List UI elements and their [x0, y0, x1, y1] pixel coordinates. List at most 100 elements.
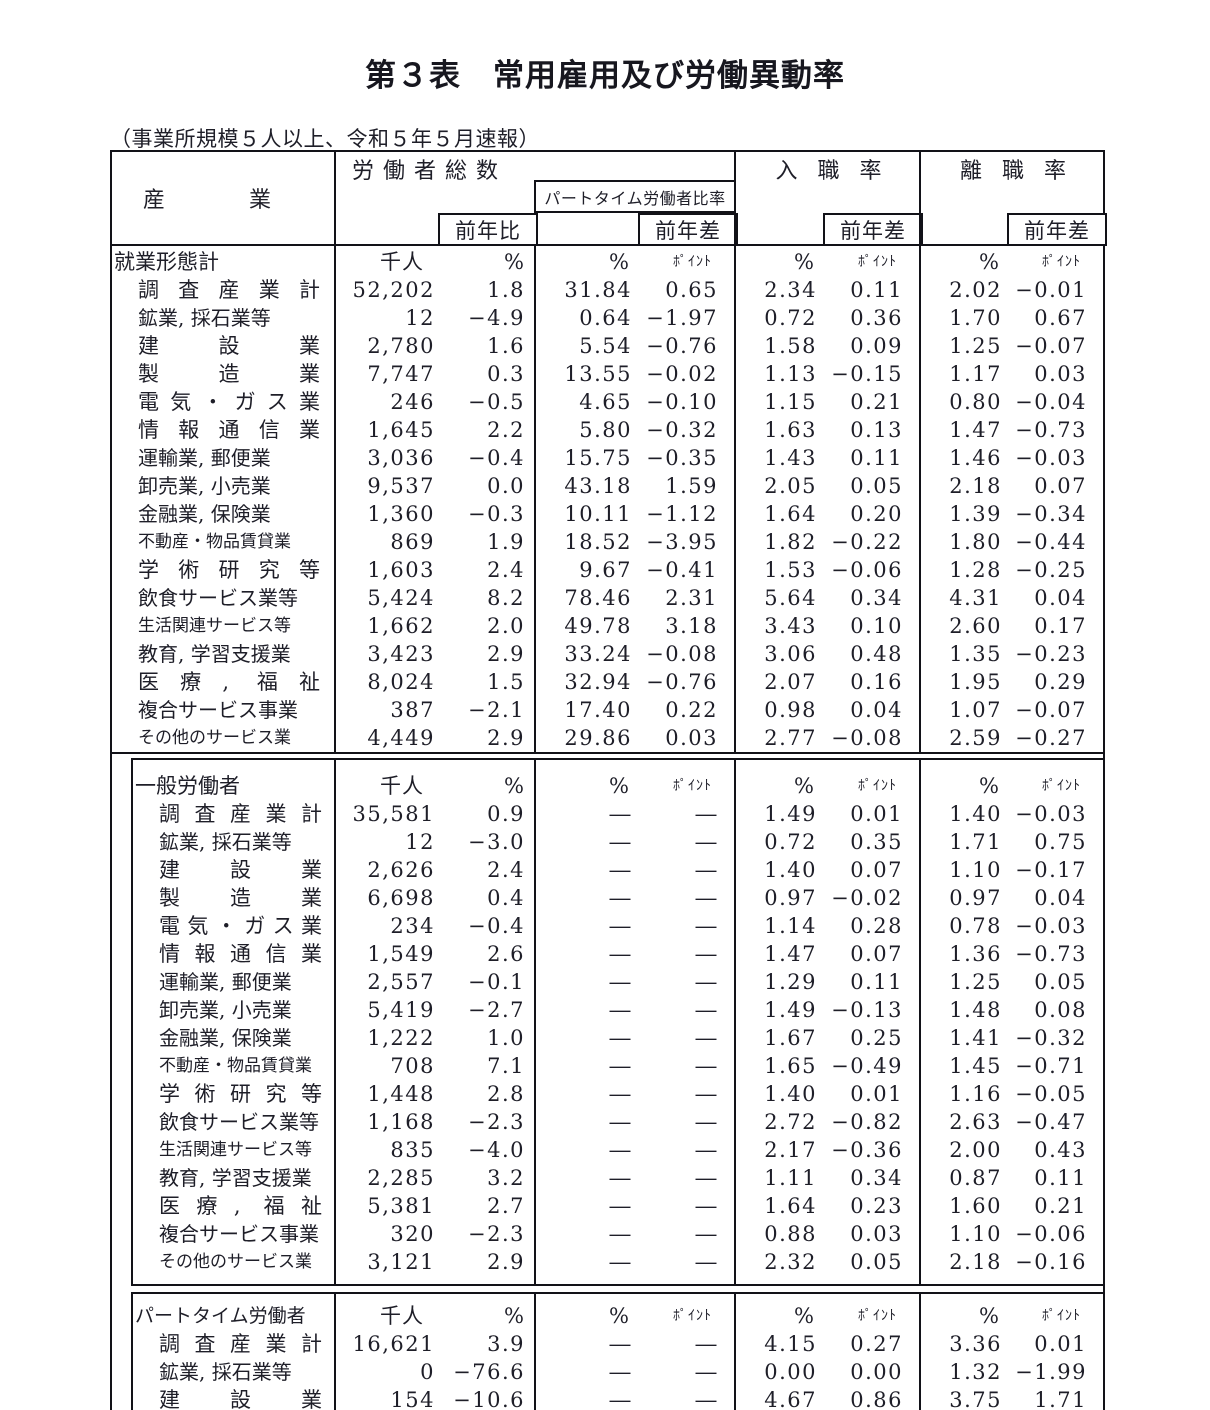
cell-separation-rate: 1.32: [949, 1360, 1002, 1384]
cell-parttime-ratio-diff: ―: [695, 858, 718, 882]
table-vline: [919, 760, 921, 1284]
cell-accession-rate: 2.77: [764, 726, 817, 750]
cell-parttime-ratio-diff: ―: [695, 1026, 718, 1050]
cell-separation-rate: 1.47: [949, 418, 1002, 442]
cell-accession-rate: 5.64: [764, 586, 817, 610]
cell-separation-rate-diff: 0.08: [1034, 998, 1087, 1022]
cell-separation-rate: 1.71: [949, 830, 1002, 854]
cell-separation-rate: 1.25: [949, 334, 1002, 358]
cell-accession-rate-diff: 0.01: [850, 1082, 903, 1106]
table-row: 複合サービス事業 320 −2.3 ― ― 0.88 0.03 1.10 −0.…: [133, 1220, 1103, 1248]
cell-accession-rate: 1.67: [764, 1026, 817, 1050]
cell-separation-rate-diff: −0.07: [1015, 698, 1087, 722]
cell-parttime-ratio-diff: 0.65: [665, 278, 718, 302]
industry-label: 製造業: [159, 886, 322, 910]
column-header-separation-rate: 離職率: [959, 159, 1086, 184]
cell-total-workers: 2,557: [367, 970, 435, 994]
table-row: 不動産・物品賃貸業 708 7.1 ― ― 1.65 −0.49 1.45 −0…: [133, 1052, 1103, 1080]
cell-total-workers: 234: [390, 914, 435, 938]
industry-label: 電気・ガス業: [138, 390, 320, 414]
industry-label: 生活関連サービス等: [159, 1140, 312, 1160]
cell-accession-rate-diff: 0.05: [850, 474, 903, 498]
cell-parttime-ratio: 0.64: [579, 306, 632, 330]
cell-parttime-ratio: 5.80: [579, 418, 632, 442]
cell-parttime-ratio-diff: ―: [695, 1082, 718, 1106]
section-title: パートタイム労働者: [135, 1305, 306, 1327]
cell-total-workers: 16,621: [352, 1332, 435, 1356]
cell-total-workers-yoy: 1.0: [487, 1026, 525, 1050]
table-vline: [334, 150, 336, 246]
cell-parttime-ratio: ―: [609, 942, 632, 966]
cell-parttime-ratio: ―: [609, 1166, 632, 1190]
industry-label: 卸売業, 小売業: [159, 998, 292, 1022]
unit-label: 千人: [380, 250, 424, 274]
cell-total-workers-yoy: 1.5: [487, 670, 525, 694]
cell-total-workers-yoy: 2.7: [487, 1194, 525, 1218]
cell-total-workers: 1,645: [367, 418, 435, 442]
cell-separation-rate: 0.80: [949, 390, 1002, 414]
industry-label: 学術研究等: [138, 558, 320, 582]
cell-parttime-ratio: 15.75: [564, 446, 632, 470]
cell-accession-rate: 1.82: [764, 530, 817, 554]
table-row: 卸売業, 小売業 9,537 0.0 43.18 1.59 2.05 0.05 …: [112, 472, 1103, 500]
cell-total-workers-yoy: 0.0: [487, 474, 525, 498]
cell-accession-rate: 1.43: [764, 446, 817, 470]
cell-parttime-ratio-diff: ―: [695, 1360, 718, 1384]
cell-total-workers: 12: [405, 830, 435, 854]
unit-label: %: [794, 250, 815, 274]
cell-accession-rate-diff: −0.02: [831, 886, 903, 910]
table-row: 建設業 2,626 2.4 ― ― 1.40 0.07 1.10 −0.17: [133, 856, 1103, 884]
cell-total-workers: 2,285: [367, 1166, 435, 1190]
cell-total-workers-yoy: −2.3: [468, 1222, 525, 1246]
industry-label: 電気・ガス業: [159, 914, 322, 938]
cell-total-workers-yoy: 2.4: [487, 858, 525, 882]
cell-parttime-ratio-diff: −0.32: [646, 418, 718, 442]
cell-accession-rate-diff: −0.22: [831, 530, 903, 554]
section-box-general-workers: [131, 758, 1105, 1286]
cell-separation-rate-diff: −0.03: [1015, 802, 1087, 826]
table-row: 金融業, 保険業 1,360 −0.3 10.11 −1.12 1.64 0.2…: [112, 500, 1103, 528]
table-vline: [734, 150, 736, 246]
cell-parttime-ratio-diff: ―: [695, 942, 718, 966]
cell-total-workers: 2,780: [367, 334, 435, 358]
cell-total-workers: 7,747: [367, 362, 435, 386]
cell-accession-rate: 0.88: [764, 1222, 817, 1246]
cell-total-workers-yoy: −0.3: [468, 502, 525, 526]
table-row: 鉱業, 採石業等 0 −76.6 ― ― 0.00 0.00 1.32 −1.9…: [133, 1358, 1103, 1386]
table-vline: [334, 760, 336, 1284]
cell-separation-rate: 0.87: [949, 1166, 1002, 1190]
cell-parttime-ratio: 4.65: [579, 390, 632, 414]
cell-parttime-ratio-diff: ―: [695, 1194, 718, 1218]
cell-total-workers: 1,360: [367, 502, 435, 526]
cell-separation-rate: 3.75: [949, 1388, 1002, 1410]
column-header-accession-rate: 入職率: [775, 159, 902, 184]
table-row: 情報通信業 1,549 2.6 ― ― 1.47 0.07 1.36 −0.73: [133, 940, 1103, 968]
cell-accession-rate-diff: −0.13: [831, 998, 903, 1022]
cell-accession-rate: 1.29: [764, 970, 817, 994]
cell-parttime-ratio: 17.40: [564, 698, 632, 722]
cell-accession-rate-diff: 0.48: [850, 642, 903, 666]
unit-label: %: [609, 1304, 630, 1328]
cell-parttime-ratio: 29.86: [564, 726, 632, 750]
cell-accession-rate-diff: 0.21: [850, 390, 903, 414]
industry-label: 建設業: [138, 334, 320, 358]
cell-separation-rate: 1.07: [949, 698, 1002, 722]
cell-separation-rate-diff: 0.67: [1034, 306, 1087, 330]
table-row: 生活関連サービス等 835 −4.0 ― ― 2.17 −0.36 2.00 0…: [133, 1136, 1103, 1164]
cell-parttime-ratio: 9.67: [579, 558, 632, 582]
table-vline: [534, 1294, 536, 1410]
table-vline: [334, 1294, 336, 1410]
cell-separation-rate: 2.18: [949, 474, 1002, 498]
cell-total-workers: 3,423: [367, 642, 435, 666]
subheader-yoy-change: 前年比: [438, 213, 538, 246]
cell-separation-rate: 1.80: [949, 530, 1002, 554]
table-row: パートタイム労働者 千人 % % ﾎﾟｲﾝﾄ % ﾎﾟｲﾝﾄ % ﾎﾟｲﾝﾄ: [133, 1302, 1103, 1330]
cell-separation-rate-diff: 0.29: [1034, 670, 1087, 694]
cell-separation-rate: 0.97: [949, 886, 1002, 910]
cell-separation-rate-diff: 0.04: [1034, 586, 1087, 610]
cell-parttime-ratio: ―: [609, 1194, 632, 1218]
industry-label: 飲食サービス業等: [138, 586, 298, 610]
cell-parttime-ratio-diff: −0.08: [646, 642, 718, 666]
cell-separation-rate: 1.10: [949, 858, 1002, 882]
